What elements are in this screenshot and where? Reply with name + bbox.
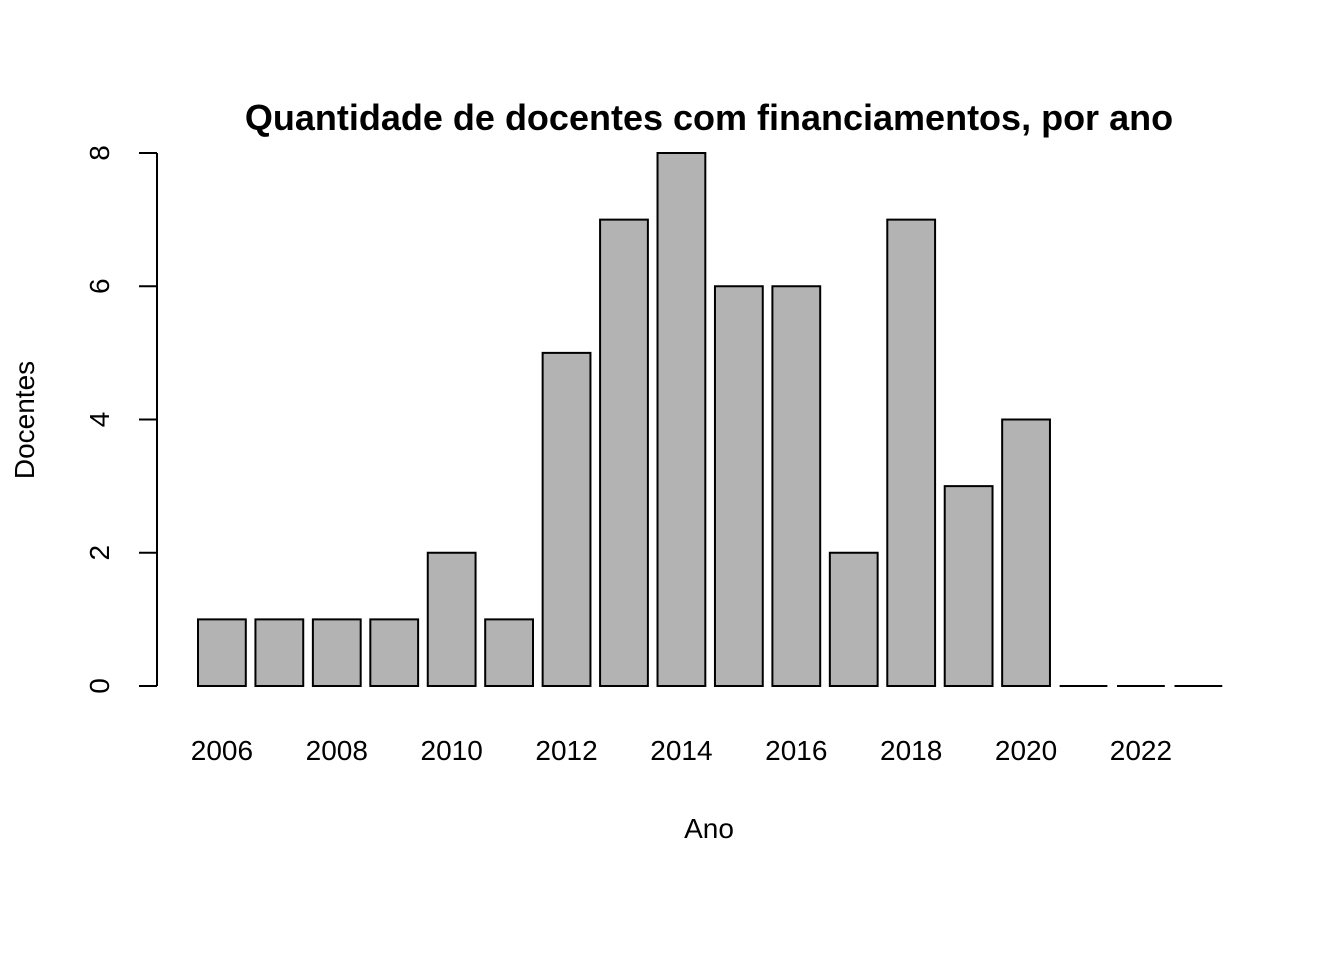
bar-2016: [771, 285, 822, 687]
bar-2011: [484, 618, 535, 687]
bar-2018: [886, 218, 937, 687]
bar-2009: [369, 618, 420, 687]
bar-2007: [254, 618, 305, 687]
bar-2014: [656, 152, 707, 687]
bar-2017: [828, 551, 879, 687]
bar-2010: [426, 551, 477, 687]
x-axis: 2006 2008 2010 2012 2014 2016 2018 2020 2022: [191, 735, 1172, 766]
bar-2013: [599, 218, 649, 687]
bars: [197, 152, 1223, 687]
bar-2012: [541, 351, 592, 687]
x-tick-label: 2016: [765, 735, 827, 766]
y-axis: 0 2 4 6 8: [84, 145, 158, 694]
x-tick-label: 2012: [535, 735, 597, 766]
y-axis-label: Docentes: [9, 361, 40, 479]
x-tick-label: 2014: [650, 735, 712, 766]
bar-2020: [1001, 418, 1051, 687]
y-tick-label: 2: [84, 545, 115, 561]
x-tick-label: 2006: [191, 735, 253, 766]
x-tick-label: 2008: [306, 735, 368, 766]
x-tick-label: 2022: [1110, 735, 1172, 766]
bar-2006: [197, 618, 247, 687]
bar-2019: [943, 485, 994, 687]
x-axis-label: Ano: [684, 813, 734, 844]
y-tick-label: 0: [84, 678, 115, 694]
x-tick-label: 2010: [421, 735, 483, 766]
bar-2008: [311, 618, 362, 687]
x-tick-label: 2018: [880, 735, 942, 766]
bar-2015: [713, 285, 764, 687]
y-tick-label: 4: [84, 412, 115, 428]
x-tick-label: 2020: [995, 735, 1057, 766]
y-tick-label: 6: [84, 278, 115, 294]
y-tick-label: 8: [84, 145, 115, 161]
chart-title: Quantidade de docentes com financiamento…: [245, 97, 1173, 138]
